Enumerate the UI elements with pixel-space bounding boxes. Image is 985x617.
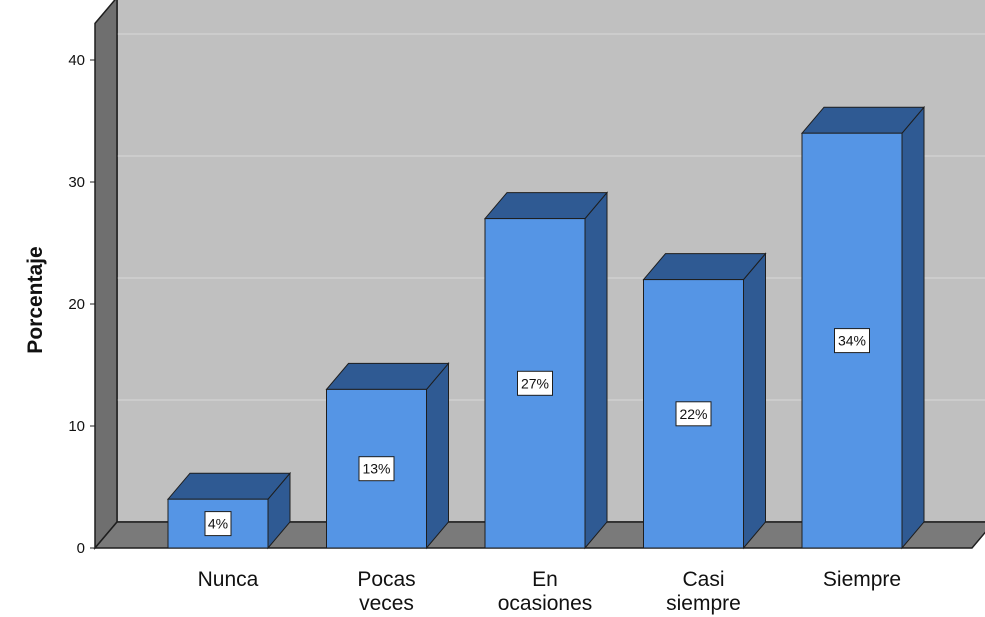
y-axis-title: Porcentaje	[24, 246, 47, 353]
x-tick-label: Pocas veces	[357, 568, 415, 615]
bar: 34%	[800, 105, 926, 550]
x-tick-label-line: Nunca	[198, 568, 259, 591]
bar: 27%	[483, 191, 609, 550]
data-label-box	[358, 456, 395, 482]
x-tick-label: Siempre	[823, 568, 901, 591]
bar: 13%	[325, 362, 450, 550]
bar-top-face	[642, 253, 767, 281]
bar-side-face	[426, 362, 449, 550]
x-tick-label-line: siempre	[666, 592, 741, 615]
data-label: 13%	[362, 461, 390, 477]
data-label-box	[834, 328, 870, 354]
x-tick-label: En ocasiones	[498, 568, 593, 615]
y-tick-label: 0	[77, 540, 85, 557]
data-label-box	[204, 511, 232, 537]
x-tick-label: Nunca	[198, 568, 259, 591]
y-tick-label: 10	[68, 418, 85, 435]
data-label: 4%	[208, 516, 228, 532]
data-label: 27%	[521, 375, 549, 391]
plot-side-wall	[94, 0, 118, 551]
bar: 22%	[642, 252, 767, 550]
data-label-box	[675, 401, 712, 427]
bar-side-face	[584, 191, 608, 550]
y-tick-label: 20	[68, 296, 85, 313]
bar: 4%	[166, 471, 292, 550]
bar-side-face	[743, 252, 766, 550]
x-tick-label: Casi siempre	[666, 568, 741, 615]
x-tick-label-line: veces	[359, 592, 414, 615]
x-tick-label-line: Pocas	[357, 568, 415, 591]
x-tick-label-line: Siempre	[823, 568, 901, 591]
y-tick-label: 30	[68, 174, 85, 191]
y-tick-label: 40	[68, 52, 85, 69]
data-label: 34%	[838, 333, 866, 349]
bar-side-face	[901, 105, 925, 550]
data-label-box	[517, 370, 553, 396]
bar-top-face	[800, 106, 926, 134]
bar-top-face	[325, 362, 450, 390]
x-tick-label-line: En	[532, 568, 558, 591]
bar-top-face	[166, 472, 292, 500]
x-tick-label-line: Casi	[682, 568, 724, 591]
x-tick-label-line: ocasiones	[498, 592, 593, 615]
bar-top-face	[483, 192, 609, 220]
data-label: 22%	[679, 406, 707, 422]
